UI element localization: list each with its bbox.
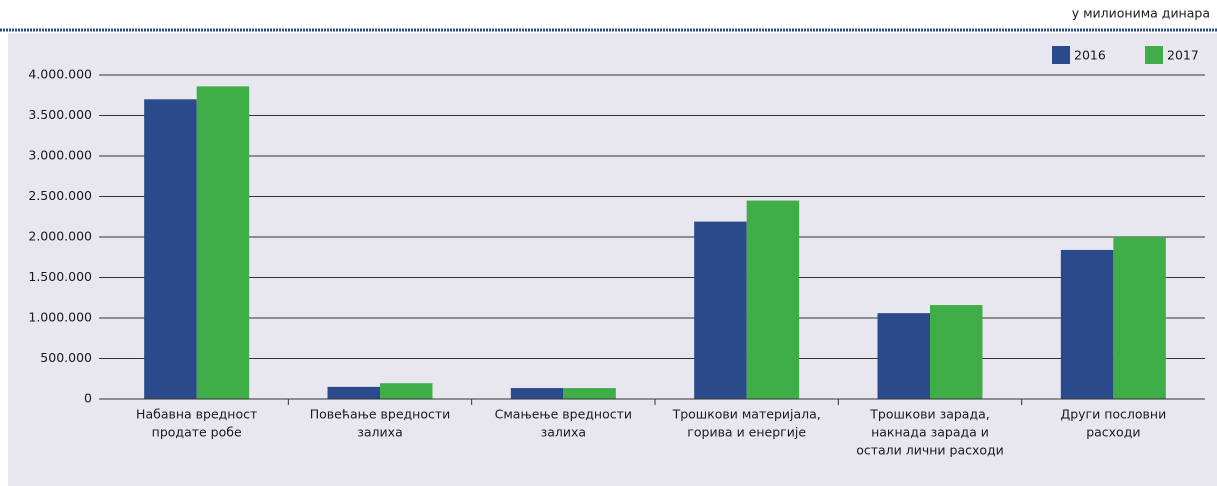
x-tick-label: расходи [1086,425,1140,440]
bar [144,99,197,400]
legend-label: 2016 [1074,48,1106,63]
x-tick-label: Повећање вредности [310,407,451,422]
bar [746,200,800,399]
bar [930,305,983,399]
bar [877,313,930,399]
x-tick-label: горива и енергије [687,425,806,440]
legend-label: 2017 [1167,48,1199,63]
x-tick-label: остали лични расходи [856,443,1004,458]
x-tick-label: Трошкови материјала, [672,407,821,422]
x-tick-label: Набавна вредност [136,407,257,422]
y-tick-label: 1.500.000 [28,269,92,284]
x-tick-label: залиха [357,425,402,440]
y-tick-label: 2.500.000 [28,188,92,203]
bar [510,388,564,399]
bar [694,221,747,399]
x-tick-label: накнада зарада и [871,425,989,440]
legend-swatch [1052,46,1070,64]
x-tick-label: залиха [541,425,586,440]
y-tick-label: 3.500.000 [28,107,92,122]
y-tick-label: 0 [84,391,92,406]
x-tick-label: Трошкови зарада, [869,407,990,422]
bar [1060,249,1114,399]
x-tick-label: продате робе [152,425,242,440]
bar [563,388,616,399]
legend-swatch [1145,46,1163,64]
x-tick-label: Смањење вредности [495,407,632,422]
bar [196,86,250,399]
bar [380,383,433,399]
y-tick-label: 2.000.000 [28,229,92,244]
y-tick-label: 500.000 [40,350,92,365]
bar [327,386,380,399]
y-tick-label: 1.000.000 [28,310,92,325]
unit-note: у милионима динара [1072,6,1210,21]
y-tick-label: 3.000.000 [28,148,92,163]
x-tick-label: Други пословни [1060,407,1166,422]
bar [1113,237,1166,399]
y-tick-label: 4.000.000 [28,67,92,82]
